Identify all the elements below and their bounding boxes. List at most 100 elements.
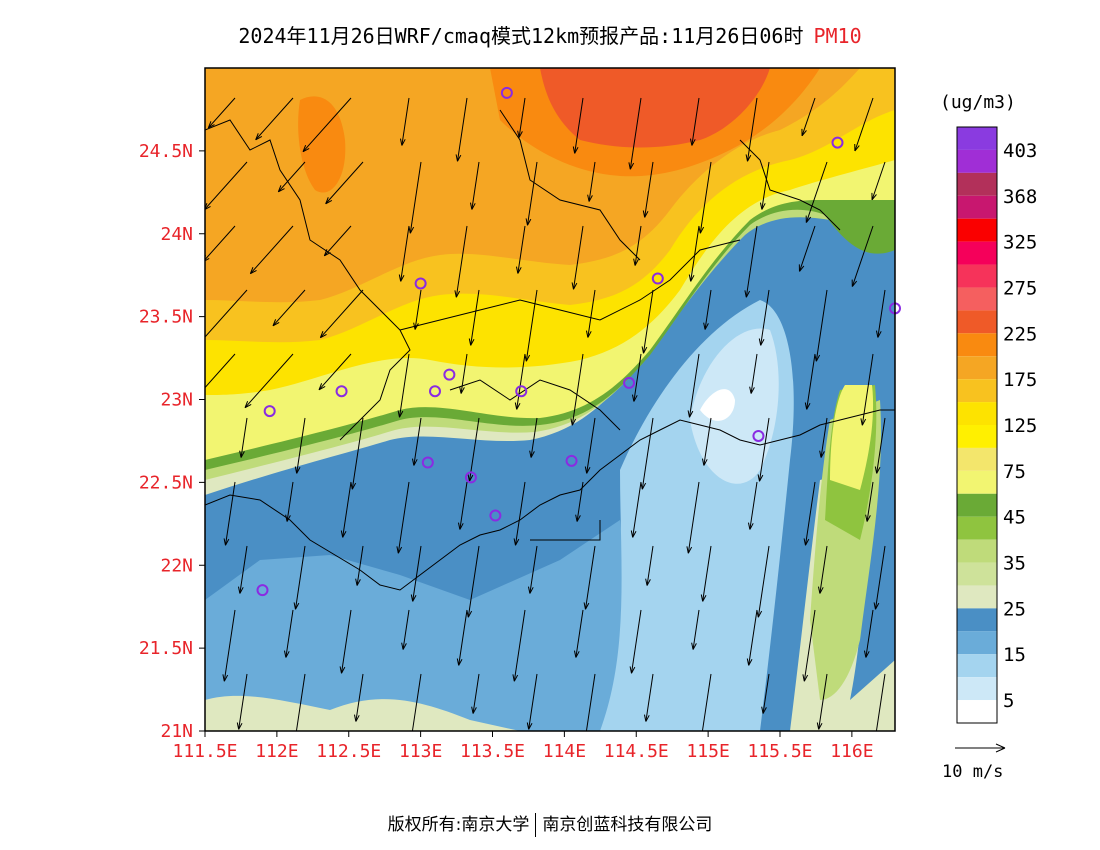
legend-swatch (957, 402, 997, 425)
wind-arrow-head (356, 579, 361, 586)
wind-arrow (529, 545, 538, 594)
wind-arrow (459, 481, 468, 530)
axes: 111.5E 112E 112.5E 113E 113.5E 114E 114.5E 115E… (139, 141, 874, 762)
wind-arrow-head (818, 722, 823, 730)
wind-arrow (455, 225, 468, 298)
wind-arrow-head (629, 666, 632, 674)
coastline (205, 109, 895, 591)
wind-arrow (875, 673, 886, 731)
wind-arrow-head (571, 418, 577, 426)
wind-arrow (815, 289, 828, 362)
wind-arrow (871, 161, 886, 201)
wind-arrow-head (402, 643, 407, 650)
wind-arrow-head (757, 610, 763, 618)
wind-arrow-head (750, 387, 755, 394)
legend-unit: (ug/m3) (940, 92, 1016, 113)
wind-arrow-head (223, 674, 229, 682)
legend-swatch (957, 585, 997, 609)
wind-arrow-head (472, 707, 477, 714)
wind-arrow (342, 481, 352, 538)
wind-arrow-head (471, 203, 476, 210)
wind-arrow-head (527, 218, 532, 226)
wind-arrow-head (877, 331, 882, 338)
wind-arrow-head (198, 389, 201, 396)
wind-arrow (401, 97, 410, 146)
wind-arrow-head (700, 594, 704, 602)
wind-arrow (877, 289, 886, 338)
wind-arrow-head (272, 319, 277, 326)
x-tick-label: 112.5E (316, 741, 381, 762)
legend-swatch (957, 677, 997, 701)
wind-arrow-head (355, 715, 360, 722)
legend-swatch (957, 218, 997, 242)
wind-arrow-head (761, 706, 764, 714)
coast-line (205, 409, 895, 591)
wind-arrow-head (318, 386, 326, 391)
station-marker (515, 385, 528, 398)
wind-arrow-head (692, 643, 697, 650)
wind-arrow-head (634, 259, 639, 266)
wind-arrow-head (746, 658, 750, 666)
wind-arrow (874, 545, 886, 610)
legend-swatch (957, 333, 997, 357)
wind-arrow-head (873, 602, 876, 610)
legend-label: 35 (1003, 553, 1026, 575)
wind-arrow (467, 545, 480, 618)
wind-arrow-head (319, 331, 324, 338)
y-tick-label: 24.5N (139, 141, 193, 162)
legend-label: 25 (1003, 598, 1026, 620)
wind-arrow-head (573, 282, 578, 290)
legend-swatch (957, 149, 997, 173)
wind-arrow-head (455, 154, 458, 162)
wind-arrow (224, 481, 236, 546)
wind-arrow-head (644, 210, 649, 218)
wind-arrow (409, 161, 422, 234)
legend-label: 368 (1003, 186, 1037, 208)
wind-arrow-head (239, 587, 244, 594)
legend-frame (956, 126, 998, 724)
wind-arrow (351, 417, 364, 490)
wind-arrow-head (758, 338, 762, 346)
wind-arrow-head (874, 739, 877, 745)
wind-arrow-head (530, 451, 535, 458)
wind-arrow (470, 289, 480, 346)
legend-swatch (957, 470, 997, 494)
legend-swatch (957, 356, 997, 380)
wind-arrow-head (702, 594, 707, 602)
x-tick-label: 113.5E (460, 741, 525, 762)
wind-arrow-head (854, 145, 860, 152)
wind-arrow-head (409, 226, 415, 234)
wind-arrow-head (806, 402, 811, 410)
station-marker (464, 471, 477, 484)
wind-arrow-head (817, 586, 821, 594)
wind-arrow-head (222, 674, 225, 682)
wind-arrow-head (583, 602, 586, 610)
title-main: 2024年11月26日WRF/cmaq模式12km预报产品:11月26日06时 (238, 24, 804, 48)
wind-arrow-head (759, 474, 764, 482)
wind-arrow-head (413, 322, 416, 330)
wind-reference-label: 10 m/s (942, 762, 1004, 782)
boundary-e (739, 139, 841, 231)
wind-arrow-head (689, 410, 694, 418)
x-tick-label: 112E (255, 741, 298, 762)
wind-arrow-head (704, 323, 709, 330)
wind-arrow-head (633, 395, 638, 402)
station-marker (489, 509, 502, 522)
station-marker (651, 272, 664, 285)
wind-arrow-head (399, 138, 403, 146)
wind-arrow-head (469, 474, 474, 482)
wind-arrow-head (757, 474, 760, 482)
station-marker (623, 376, 636, 389)
wind-arrow-head (293, 602, 296, 610)
y-tick-label: 22.5N (139, 472, 193, 493)
wind-arrow-head (277, 185, 282, 193)
wind-arrow-head (223, 538, 226, 546)
wind-arrow (799, 225, 816, 272)
wind-arrow-head (411, 458, 415, 466)
wind-arrow (586, 417, 596, 474)
wind-arrow (761, 161, 770, 210)
wind-arrow (804, 481, 816, 546)
wind-arrow-head (413, 459, 418, 466)
legend-swatch (957, 654, 997, 678)
wind-arrow (205, 353, 236, 389)
